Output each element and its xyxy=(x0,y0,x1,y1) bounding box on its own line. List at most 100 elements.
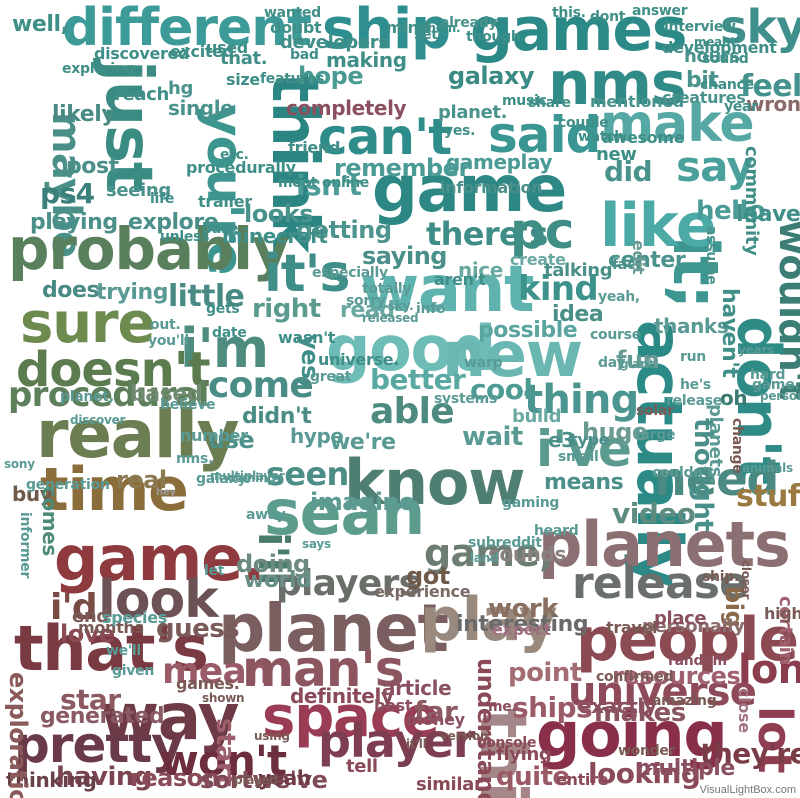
cloud-word: nice xyxy=(458,258,503,282)
cloud-word: flying xyxy=(496,744,552,765)
cloud-word: didn't xyxy=(242,404,312,429)
cloud-word: player xyxy=(318,714,476,768)
cloud-word: doubt xyxy=(270,18,322,37)
cloud-word: feel xyxy=(740,69,800,104)
cloud-word: create xyxy=(510,250,566,269)
cloud-word: exploration xyxy=(4,672,32,798)
cloud-word: gameplay xyxy=(446,150,553,174)
cloud-word: hey xyxy=(156,487,176,498)
cloud-word: better xyxy=(370,363,466,396)
cloud-word: huge xyxy=(582,418,648,446)
cloud-word: pretty xyxy=(14,716,184,774)
cloud-word: looks xyxy=(244,200,314,228)
cloud-word: look xyxy=(98,570,219,630)
cloud-word: released xyxy=(362,311,419,325)
cloud-word: fact xyxy=(612,257,642,273)
cloud-word: heard xyxy=(534,523,579,539)
cloud-word: man's xyxy=(242,640,405,698)
cloud-word: closer xyxy=(739,560,753,600)
cloud-word: best xyxy=(374,696,413,715)
cloud-word: life xyxy=(150,191,175,207)
cloud-word: isn't xyxy=(296,169,362,202)
cloud-word: reach xyxy=(114,84,169,105)
cloud-word: work xyxy=(488,594,558,624)
cloud-word: procedural xyxy=(8,375,209,415)
cloud-word: little xyxy=(168,279,245,314)
cloud-word: won't xyxy=(160,736,287,785)
cloud-word: possible xyxy=(478,318,578,343)
cloud-word: discovered xyxy=(94,44,190,63)
cloud-word: giant xyxy=(620,357,654,371)
cloud-word: resources xyxy=(612,662,741,690)
cloud-word: hype xyxy=(290,424,344,448)
cloud-word: sky. xyxy=(388,299,414,313)
cloud-word: likely xyxy=(52,102,116,127)
cloud-word: center xyxy=(608,248,686,273)
cloud-word: quite xyxy=(496,762,570,792)
cloud-word: ship xyxy=(322,0,451,62)
cloud-word: like xyxy=(600,191,717,261)
cloud-word: experience xyxy=(374,582,471,601)
cloud-word: e3 xyxy=(548,428,575,452)
cloud-word: thanks xyxy=(654,314,729,338)
cloud-word: believe xyxy=(160,397,216,413)
cloud-word: information xyxy=(440,178,543,197)
cloud-word: video xyxy=(612,497,696,530)
cloud-word: build xyxy=(512,406,562,427)
cloud-word: nms. xyxy=(176,451,214,467)
cloud-word: gaming xyxy=(502,495,560,511)
cloud-word: article xyxy=(382,676,452,700)
cloud-word: sure xyxy=(20,291,155,356)
cloud-word: assume xyxy=(703,226,719,285)
cloud-word: travel xyxy=(606,618,658,637)
cloud-word: generated xyxy=(40,704,165,729)
cloud-word: based xyxy=(130,382,203,407)
cloud-word: me. xyxy=(488,699,517,715)
cloud-word: especially xyxy=(312,265,388,281)
cloud-word: coming xyxy=(228,471,276,485)
cloud-word: mentioned xyxy=(590,92,684,111)
cloud-word: totally xyxy=(362,281,412,297)
cloud-word: game. xyxy=(54,522,265,595)
cloud-word: great xyxy=(310,369,352,385)
cloud-word: aren't xyxy=(434,270,486,289)
cloud-word: i'm xyxy=(180,317,269,380)
cloud-word: post xyxy=(66,154,119,179)
cloud-word: answer xyxy=(632,3,688,19)
cloud-word: space xyxy=(262,685,440,750)
cloud-word: discover xyxy=(70,413,126,427)
cloud-word: community xyxy=(741,146,762,256)
cloud-word: well, xyxy=(12,12,69,37)
cloud-word: planet, xyxy=(60,389,114,405)
cloud-word: universe. xyxy=(318,350,400,369)
cloud-word: idea xyxy=(552,302,604,327)
cloud-word: talking xyxy=(544,260,613,281)
cloud-word: hope xyxy=(298,62,364,90)
cloud-word: edit xyxy=(629,240,648,275)
cloud-word: say xyxy=(676,142,754,191)
cloud-word: world xyxy=(244,568,312,593)
cloud-word: leave xyxy=(736,202,800,227)
cloud-word: wrong xyxy=(746,92,800,116)
cloud-word: random xyxy=(668,653,727,669)
cloud-word: looking xyxy=(588,757,701,790)
cloud-word: i've xyxy=(536,420,632,478)
cloud-word: interview xyxy=(664,19,736,35)
cloud-word: wonder xyxy=(618,743,676,759)
cloud-word: sony xyxy=(4,457,35,471)
cloud-word: them. xyxy=(422,21,461,35)
cloud-word: yeah xyxy=(258,766,311,790)
credit-watermark: VisualLightBox.com xyxy=(699,784,796,796)
cloud-word: away xyxy=(246,507,286,523)
cloud-word: couple xyxy=(558,115,609,131)
cloud-word: completely xyxy=(286,96,407,120)
cloud-word: having xyxy=(56,762,152,792)
cloud-word: star xyxy=(60,683,121,716)
cloud-word: oh xyxy=(720,386,748,410)
cloud-word: systems xyxy=(434,391,497,407)
cloud-word: hello xyxy=(696,196,766,226)
cloud-word: person xyxy=(760,389,800,403)
cloud-word: awesome xyxy=(602,128,685,147)
cloud-word: bad xyxy=(290,47,319,63)
